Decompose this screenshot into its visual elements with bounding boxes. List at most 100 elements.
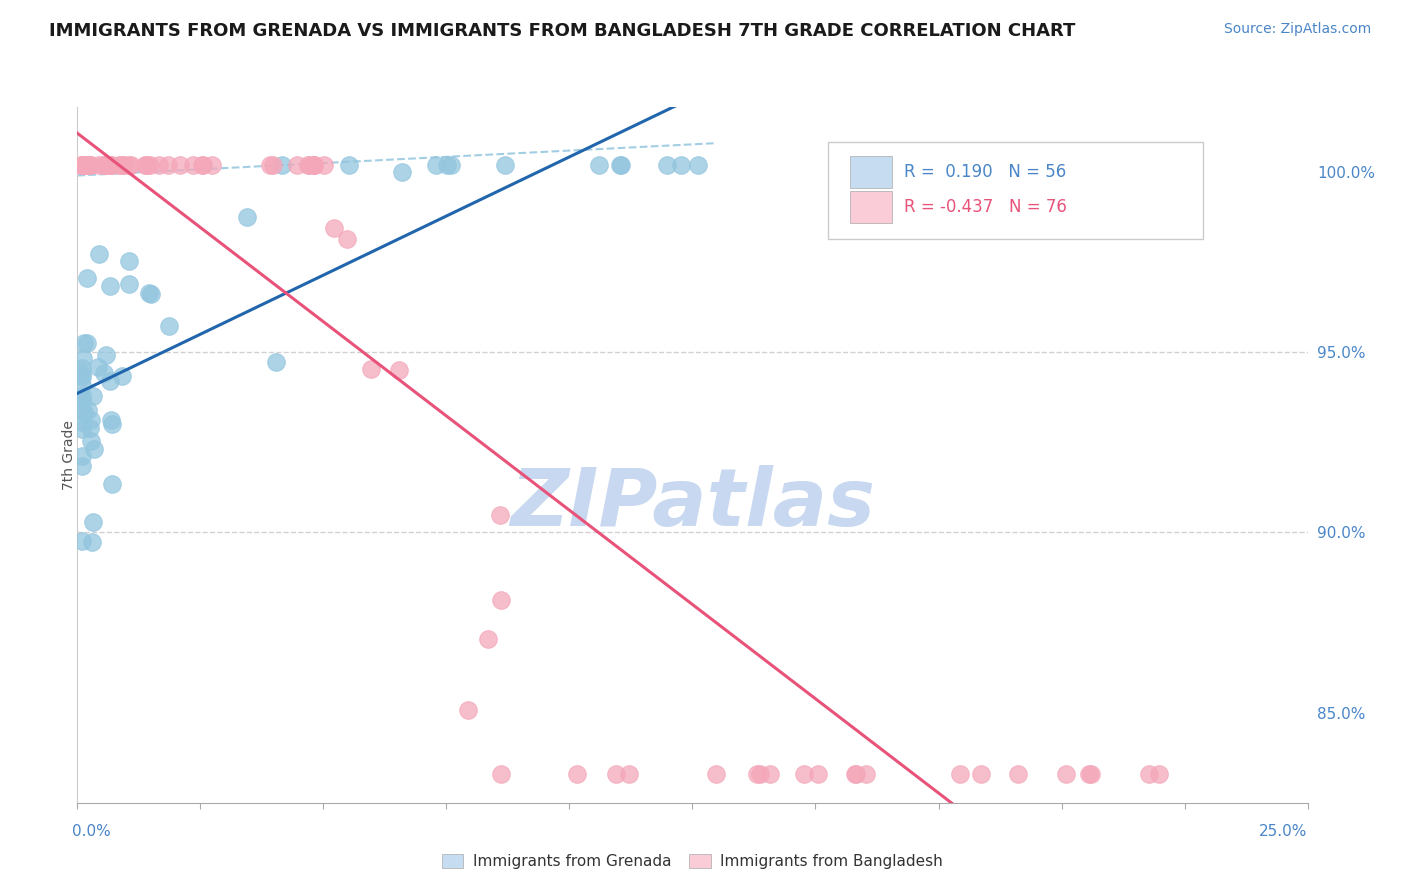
- Point: [183, 158, 205, 172]
- Point: [86, 360, 108, 375]
- Point: [70, 392, 93, 406]
- Point: [70, 415, 93, 429]
- Point: [100, 158, 122, 172]
- Point: [98, 278, 121, 293]
- Point: [337, 158, 360, 172]
- Point: [80, 413, 103, 427]
- Point: [191, 158, 214, 172]
- Point: [70, 533, 93, 548]
- Point: [117, 158, 139, 172]
- Point: [336, 232, 359, 246]
- Point: [76, 158, 98, 172]
- Point: [70, 158, 93, 172]
- Point: [302, 158, 325, 172]
- Point: [605, 767, 627, 781]
- Point: [748, 767, 770, 781]
- Point: [93, 158, 115, 172]
- Point: [169, 158, 191, 172]
- Point: [297, 158, 319, 172]
- Point: [70, 388, 93, 402]
- Point: [191, 158, 214, 172]
- Point: [111, 368, 134, 383]
- Point: [120, 158, 142, 172]
- Point: [489, 767, 512, 781]
- Text: Source: ZipAtlas.com: Source: ZipAtlas.com: [1223, 22, 1371, 37]
- Legend: Immigrants from Grenada, Immigrants from Bangladesh: Immigrants from Grenada, Immigrants from…: [436, 848, 949, 875]
- Point: [855, 767, 877, 781]
- Text: ZIPatlas: ZIPatlas: [510, 465, 875, 542]
- Point: [704, 767, 727, 781]
- Point: [118, 254, 141, 268]
- Point: [747, 767, 769, 781]
- Point: [135, 158, 157, 172]
- Point: [669, 158, 692, 172]
- Point: [844, 767, 866, 781]
- Point: [82, 515, 104, 529]
- Point: [148, 158, 170, 172]
- Point: [118, 277, 141, 291]
- Point: [236, 211, 259, 225]
- Point: [83, 442, 105, 456]
- Point: [302, 158, 325, 172]
- Point: [588, 158, 610, 172]
- Point: [609, 158, 631, 172]
- Point: [436, 158, 458, 172]
- Point: [259, 158, 281, 172]
- Point: [491, 593, 513, 607]
- Point: [79, 421, 101, 435]
- Point: [1149, 767, 1171, 781]
- Point: [845, 767, 868, 781]
- Point: [610, 158, 633, 172]
- Point: [108, 158, 131, 172]
- Point: [73, 158, 96, 172]
- Point: [477, 632, 499, 646]
- Point: [79, 434, 101, 448]
- Point: [111, 158, 134, 172]
- Point: [89, 247, 111, 261]
- Point: [793, 767, 815, 781]
- Point: [134, 158, 156, 172]
- FancyBboxPatch shape: [851, 191, 891, 223]
- Point: [440, 158, 463, 172]
- Point: [97, 158, 120, 172]
- Point: [1007, 767, 1029, 781]
- Point: [323, 220, 346, 235]
- Point: [93, 366, 115, 380]
- Point: [138, 158, 160, 172]
- Point: [391, 165, 413, 179]
- Text: 0.0%: 0.0%: [73, 824, 111, 839]
- Point: [688, 158, 710, 172]
- Point: [76, 336, 98, 351]
- Point: [80, 158, 103, 172]
- Point: [201, 158, 224, 172]
- Point: [271, 158, 294, 172]
- Point: [101, 476, 124, 491]
- Point: [76, 403, 98, 417]
- Point: [302, 158, 325, 172]
- Point: [73, 405, 96, 419]
- Point: [73, 158, 96, 172]
- Point: [1137, 767, 1160, 781]
- Point: [72, 351, 94, 366]
- FancyBboxPatch shape: [851, 156, 891, 188]
- Point: [567, 767, 589, 781]
- Point: [70, 378, 93, 392]
- Point: [79, 158, 101, 172]
- Text: R =  0.190   N = 56: R = 0.190 N = 56: [904, 162, 1066, 181]
- Point: [80, 535, 103, 549]
- Point: [70, 158, 93, 172]
- Point: [135, 158, 157, 172]
- Point: [70, 367, 93, 381]
- Point: [96, 348, 118, 362]
- Point: [70, 158, 93, 172]
- Point: [72, 458, 94, 473]
- Point: [82, 388, 104, 402]
- Point: [157, 158, 180, 172]
- Point: [262, 158, 284, 172]
- Point: [70, 158, 93, 172]
- Point: [758, 767, 780, 781]
- Point: [100, 158, 122, 172]
- Point: [93, 158, 115, 172]
- FancyBboxPatch shape: [828, 142, 1204, 239]
- Point: [73, 335, 96, 350]
